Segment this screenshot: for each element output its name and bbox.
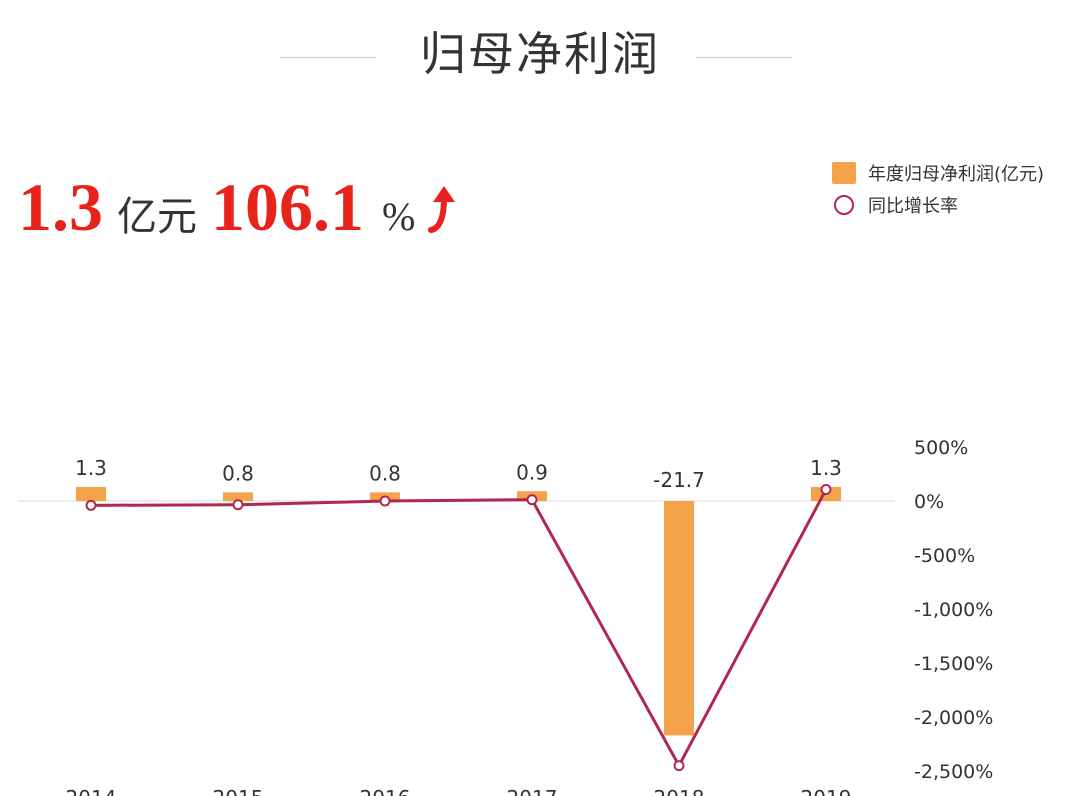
chart-title: 归母净利润: [420, 27, 660, 81]
kpi-growth: 106.1: [211, 169, 364, 245]
bar-data-label: 0.8: [369, 461, 401, 485]
up-arrow-icon: [425, 184, 459, 238]
bar: [223, 492, 253, 501]
y-axis-tick-label: -500%: [914, 545, 975, 567]
title-rule-right: [696, 57, 792, 58]
y-axis-tick-label: 0%: [914, 491, 944, 513]
growth-point: [85, 499, 97, 511]
growth-line: [90, 488, 828, 768]
y-axis-tick-label: -2,000%: [914, 707, 993, 729]
legend-item-line[interactable]: 同比增长率: [832, 192, 1044, 218]
bar-data-label: -21.7: [653, 468, 705, 492]
x-axis-tick-label: 2015: [213, 786, 264, 796]
y-axis-tick-label: 500%: [914, 437, 968, 459]
x-axis-tick-label: 2019: [801, 786, 852, 796]
x-axis-tick-label: 2018: [654, 786, 705, 796]
bar-data-label: 0.8: [222, 461, 254, 485]
legend-line-swatch: [834, 195, 854, 215]
chart-legend: 年度归母净利润(亿元) 同比增长率: [832, 160, 1044, 224]
x-axis-tick-label: 2014: [66, 786, 117, 796]
y-axis-tick-label: -1,500%: [914, 653, 993, 675]
title-rule-left: [280, 57, 376, 58]
growth-point: [820, 484, 832, 496]
growth-point: [673, 760, 685, 772]
bar: [664, 501, 694, 736]
bar-data-label: 1.3: [75, 456, 107, 480]
kpi-growth-unit: %: [382, 194, 416, 239]
bar: [76, 486, 106, 501]
growth-point: [379, 495, 391, 507]
x-axis-tick-label: 2016: [360, 786, 411, 796]
bar-data-label: 0.9: [516, 460, 548, 484]
legend-bar-swatch: [832, 162, 856, 184]
legend-label: 同比增长率: [868, 196, 958, 217]
kpi-value: 1.3: [18, 169, 103, 245]
y-axis-tick-label: -1,000%: [914, 599, 993, 621]
y-axis-tick-label: -2,500%: [914, 761, 993, 783]
legend-item-bar[interactable]: 年度归母净利润(亿元): [832, 160, 1044, 186]
kpi-summary: 1.3 亿元 106.1%: [18, 168, 459, 247]
legend-label: 年度归母净利润(亿元): [868, 164, 1045, 185]
kpi-unit: 亿元: [117, 194, 197, 240]
growth-point: [232, 499, 244, 511]
growth-point: [526, 494, 538, 506]
x-axis-tick-label: 2017: [507, 786, 558, 796]
bar-data-label: 1.3: [810, 456, 842, 480]
